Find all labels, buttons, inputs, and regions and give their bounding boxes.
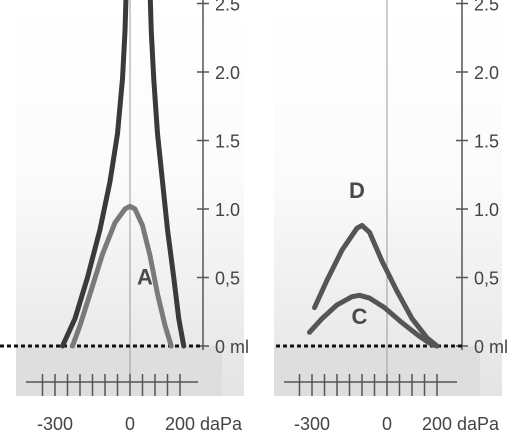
left-y-tick-label: 0,5: [215, 269, 240, 289]
left-y-tick-label: 1.0: [215, 200, 240, 220]
right-panel-background: [274, 0, 502, 396]
right-y-tick-label: 1.5: [474, 132, 499, 152]
left-y-tick-label: 2.5: [215, 0, 240, 15]
left-baseline-band: [16, 346, 222, 396]
left-x-unit-label: daPa: [200, 414, 243, 434]
curve-label-c: C: [352, 304, 368, 329]
left-y-tick-label: 1.5: [215, 132, 240, 152]
left-curve-1: [60, 0, 129, 349]
right-x-tick-label: 200: [422, 414, 452, 434]
curve-label-d: D: [349, 178, 365, 203]
left-y-tick-label: 0 ml: [215, 337, 249, 357]
right-x-unit-label: daPa: [457, 414, 500, 434]
right-baseline-band: [274, 346, 480, 396]
right-x-tick-label: -300: [294, 414, 330, 434]
right-y-tick-label: 0 ml: [474, 337, 508, 357]
curve-c: [307, 292, 440, 349]
right-y-tick-label: 2.5: [474, 0, 499, 15]
right-y-tick-label: 1.0: [474, 200, 499, 220]
right-y-tick-label: 2.0: [474, 63, 499, 83]
curve-d: [312, 222, 440, 349]
left-x-tick-label: 200: [165, 414, 195, 434]
left-x-tick-label: -300: [37, 414, 73, 434]
curve-a: [70, 203, 174, 349]
left-x-tick-label: 0: [125, 414, 135, 434]
left-y-tick-label: 2.0: [215, 63, 240, 83]
right-x-tick-label: 0: [382, 414, 392, 434]
left-curve-2: [147, 0, 187, 349]
right-y-tick-label: 0,5: [474, 269, 499, 289]
curve-label-a: A: [137, 264, 153, 289]
